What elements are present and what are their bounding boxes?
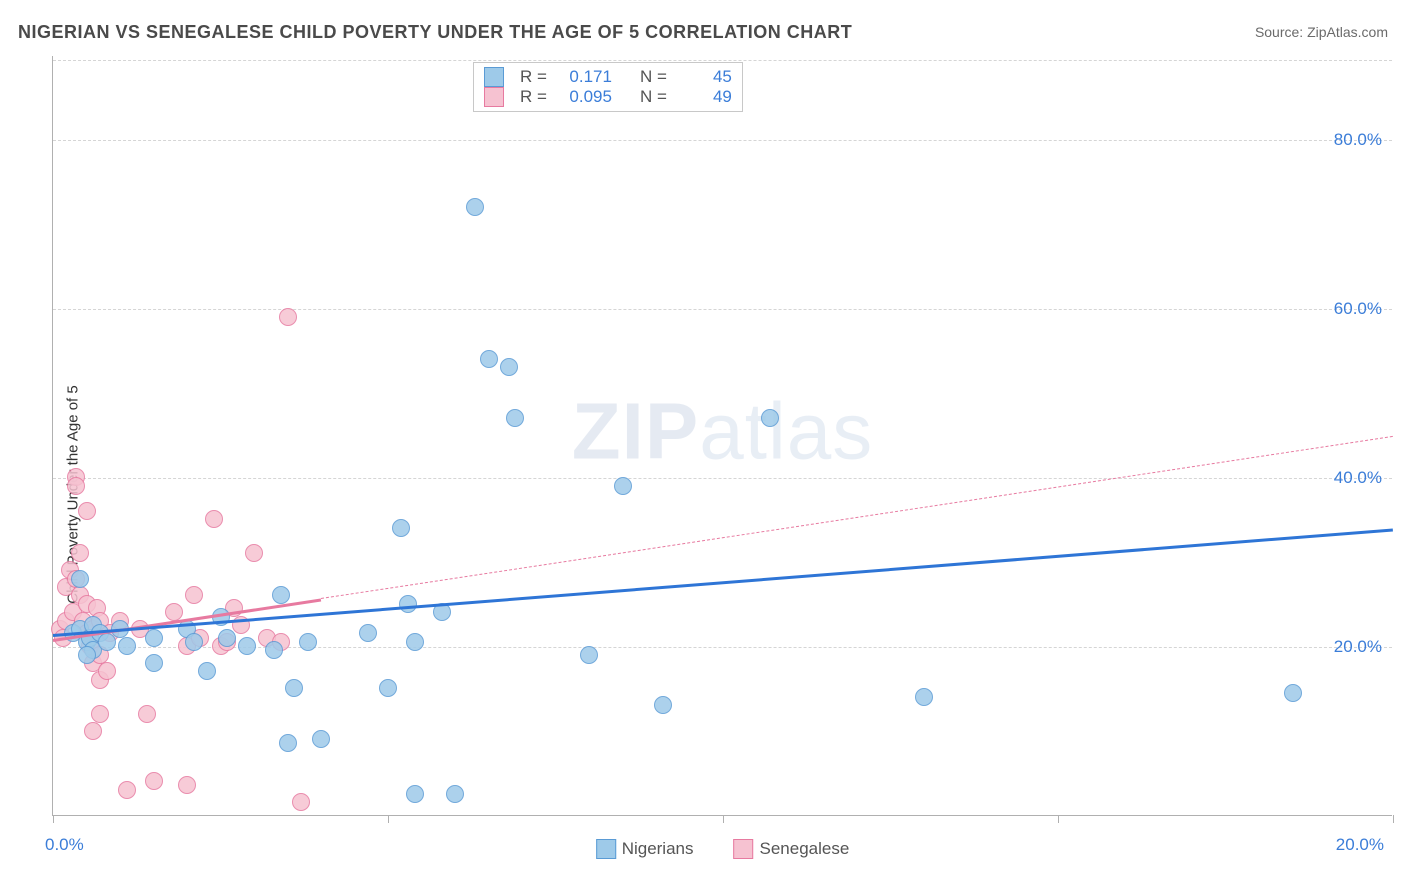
senegalese-point <box>205 510 223 528</box>
r-label: R = <box>520 87 547 107</box>
r-value: 0.171 <box>557 67 612 87</box>
senegalese-swatch <box>734 839 754 859</box>
y-tick-label: 20.0% <box>1334 637 1382 657</box>
r-value: 0.095 <box>557 87 612 107</box>
x-tick <box>388 815 389 823</box>
legend-label: Senegalese <box>760 839 850 859</box>
nigerians-point <box>406 785 424 803</box>
y-tick-label: 40.0% <box>1334 468 1382 488</box>
nigerians-point <box>359 624 377 642</box>
nigerians-point <box>580 646 598 664</box>
legend: Nigerians Senegalese <box>596 839 850 859</box>
nigerians-point <box>198 662 216 680</box>
gridline <box>53 309 1392 310</box>
legend-label: Nigerians <box>622 839 694 859</box>
senegalese-point <box>279 308 297 326</box>
n-label: N = <box>640 67 667 87</box>
senegalese-point <box>245 544 263 562</box>
nigerians-point <box>614 477 632 495</box>
nigerians-point <box>145 629 163 647</box>
nigerians-point <box>480 350 498 368</box>
nigerians-swatch <box>484 67 504 87</box>
nigerians-point <box>185 633 203 651</box>
x-axis-max-label: 20.0% <box>1336 835 1384 855</box>
r-label: R = <box>520 67 547 87</box>
stats-row: R = 0.095 N = 49 <box>484 87 732 107</box>
nigerians-point <box>299 633 317 651</box>
nigerians-point <box>466 198 484 216</box>
watermark: ZIPatlas <box>572 385 873 477</box>
senegalese-trend-line <box>321 436 1393 599</box>
nigerians-swatch <box>596 839 616 859</box>
x-tick <box>53 815 54 823</box>
stats-box: R = 0.171 N = 45 R = 0.095 N = 49 <box>473 62 743 112</box>
nigerians-point <box>218 629 236 647</box>
senegalese-point <box>84 722 102 740</box>
senegalese-point <box>71 544 89 562</box>
nigerians-point <box>392 519 410 537</box>
nigerians-point <box>145 654 163 672</box>
x-tick <box>1393 815 1394 823</box>
gridline <box>53 478 1392 479</box>
nigerians-point <box>1284 684 1302 702</box>
senegalese-point <box>145 772 163 790</box>
nigerians-point <box>285 679 303 697</box>
nigerians-point <box>761 409 779 427</box>
nigerians-point <box>78 646 96 664</box>
senegalese-point <box>118 781 136 799</box>
nigerians-point <box>272 586 290 604</box>
scatter-chart: Child Poverty Under the Age of 5 0.0% 20… <box>52 56 1392 816</box>
y-tick-label: 80.0% <box>1334 130 1382 150</box>
senegalese-point <box>98 662 116 680</box>
senegalese-point <box>138 705 156 723</box>
source-attribution: Source: ZipAtlas.com <box>1255 24 1388 40</box>
stats-row: R = 0.171 N = 45 <box>484 67 732 87</box>
gridline <box>53 60 1392 61</box>
x-tick <box>1058 815 1059 823</box>
nigerians-point <box>379 679 397 697</box>
n-label: N = <box>640 87 667 107</box>
nigerians-point <box>312 730 330 748</box>
gridline <box>53 140 1392 141</box>
y-tick-label: 60.0% <box>1334 299 1382 319</box>
nigerians-point <box>500 358 518 376</box>
senegalese-point <box>292 793 310 811</box>
senegalese-point <box>185 586 203 604</box>
nigerians-point <box>446 785 464 803</box>
legend-item-senegalese: Senegalese <box>734 839 850 859</box>
senegalese-point <box>178 776 196 794</box>
nigerians-point <box>265 641 283 659</box>
x-axis-min-label: 0.0% <box>45 835 84 855</box>
senegalese-swatch <box>484 87 504 107</box>
nigerians-point <box>71 570 89 588</box>
senegalese-point <box>67 477 85 495</box>
n-value: 45 <box>677 67 732 87</box>
nigerians-point <box>915 688 933 706</box>
x-tick <box>723 815 724 823</box>
senegalese-point <box>91 705 109 723</box>
nigerians-point <box>399 595 417 613</box>
chart-title: NIGERIAN VS SENEGALESE CHILD POVERTY UND… <box>18 22 852 43</box>
nigerians-point <box>279 734 297 752</box>
nigerians-point <box>406 633 424 651</box>
n-value: 49 <box>677 87 732 107</box>
nigerians-point <box>654 696 672 714</box>
nigerians-point <box>118 637 136 655</box>
senegalese-point <box>78 502 96 520</box>
nigerians-point <box>238 637 256 655</box>
nigerians-point <box>506 409 524 427</box>
legend-item-nigerians: Nigerians <box>596 839 694 859</box>
